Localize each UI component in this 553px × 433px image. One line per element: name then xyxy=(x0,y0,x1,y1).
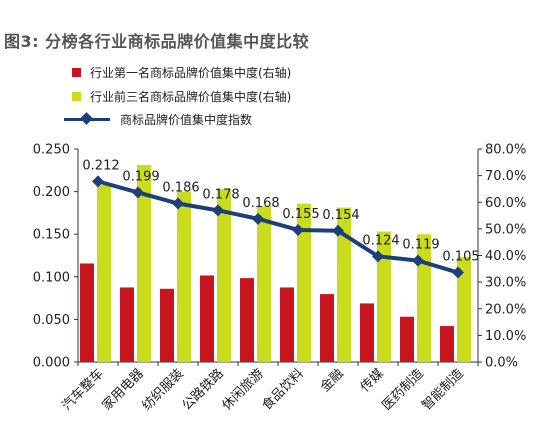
right-tick-label: 60.0% xyxy=(485,196,526,211)
index-point-marker xyxy=(372,250,384,263)
index-data-label: 0.155 xyxy=(282,207,319,222)
index-data-label: 0.186 xyxy=(162,181,199,196)
right-tick-label: 30.0% xyxy=(485,276,526,291)
legend-item-top1: 行业第一名商标品牌价值集中度(右轴) xyxy=(72,64,291,81)
index-data-label: 0.178 xyxy=(202,187,239,202)
bar-top3 xyxy=(417,234,431,362)
x-category-label: 纺织服装 xyxy=(139,366,186,413)
chart-title: 图3: 分榜各行业商标品牌价值集中度比较 xyxy=(4,32,310,51)
bar-top1 xyxy=(320,294,334,362)
left-tick-label: 0.050 xyxy=(33,313,70,328)
right-tick-label: 50.0% xyxy=(485,222,526,237)
index-point-marker xyxy=(412,254,424,267)
x-category-label: 金融 xyxy=(317,366,347,396)
right-tick-label: 0.0% xyxy=(485,356,518,371)
bar-top3 xyxy=(257,206,271,362)
x-category-label: 汽车整车 xyxy=(59,366,107,414)
index-point-marker xyxy=(332,224,344,237)
index-point-marker xyxy=(452,266,464,279)
bar-top3 xyxy=(297,203,311,362)
index-data-label: 0.105 xyxy=(442,250,479,265)
x-category-label: 家用电器 xyxy=(99,366,147,414)
index-data-label: 0.124 xyxy=(362,233,399,248)
x-category-label: 智能制造 xyxy=(419,366,466,413)
right-tick-label: 80.0% xyxy=(485,143,526,158)
bar-top3 xyxy=(217,188,231,362)
index-data-label: 0.119 xyxy=(402,238,439,253)
bar-top1 xyxy=(360,303,374,362)
x-category-label: 休闲旅游 xyxy=(219,366,266,413)
index-data-label: 0.199 xyxy=(122,169,159,184)
bar-top1 xyxy=(240,278,254,362)
index-series-line xyxy=(97,179,459,275)
left-tick-label: 0.000 xyxy=(33,356,70,371)
bar-top3 xyxy=(457,256,471,362)
index-data-label: 0.212 xyxy=(82,158,119,173)
left-tick-label: 0.200 xyxy=(33,185,70,200)
right-tick-label: 10.0% xyxy=(485,329,526,344)
legend-swatch-top3 xyxy=(72,92,81,101)
bar-top1 xyxy=(400,316,414,362)
left-tick-label: 0.150 xyxy=(33,228,70,243)
legend-line-index xyxy=(64,112,110,125)
legend-label-top3: 行业前三名商标品牌价值集中度(右轴) xyxy=(90,90,292,104)
index-point-marker xyxy=(92,175,104,188)
index-point-marker xyxy=(212,204,224,217)
legend-swatch-top1 xyxy=(72,68,81,77)
bar-top3 xyxy=(177,191,191,362)
legend-label-top1: 行业第一名商标品牌价值集中度(右轴) xyxy=(90,66,292,80)
bar-top1 xyxy=(80,263,94,362)
bar-top1 xyxy=(440,326,454,362)
legend-item-top3: 行业前三名商标品牌价值集中度(右轴) xyxy=(72,88,291,105)
legend-label-index: 商标品牌价值集中度指数 xyxy=(120,113,253,127)
right-tick-label: 70.0% xyxy=(485,169,526,184)
bar-top3 xyxy=(337,207,351,362)
right-tick-label: 20.0% xyxy=(485,302,526,317)
legend-item-index: 商标品牌价值集中度指数 xyxy=(64,111,253,128)
bar-top3 xyxy=(97,184,111,362)
left-tick-label: 0.250 xyxy=(33,143,70,158)
bar-top3 xyxy=(377,231,391,362)
x-category-label: 传媒 xyxy=(358,366,387,395)
bar-top1 xyxy=(120,287,134,362)
bar-top3 xyxy=(137,164,151,362)
left-tick-label: 0.100 xyxy=(33,270,70,285)
x-category-label: 医药制造 xyxy=(379,366,426,413)
bar-top1 xyxy=(160,288,174,362)
index-point-marker xyxy=(172,197,184,210)
index-data-label: 0.154 xyxy=(322,208,359,223)
index-point-marker xyxy=(292,223,304,236)
index-point-marker xyxy=(132,186,144,199)
x-category-label: 公路铁路 xyxy=(179,366,227,414)
index-point-marker xyxy=(252,212,264,225)
bar-top1 xyxy=(280,287,294,362)
x-category-label: 食品饮料 xyxy=(259,366,307,414)
index-data-label: 0.168 xyxy=(242,196,279,211)
right-tick-label: 40.0% xyxy=(485,249,526,264)
bar-top1 xyxy=(200,275,214,362)
